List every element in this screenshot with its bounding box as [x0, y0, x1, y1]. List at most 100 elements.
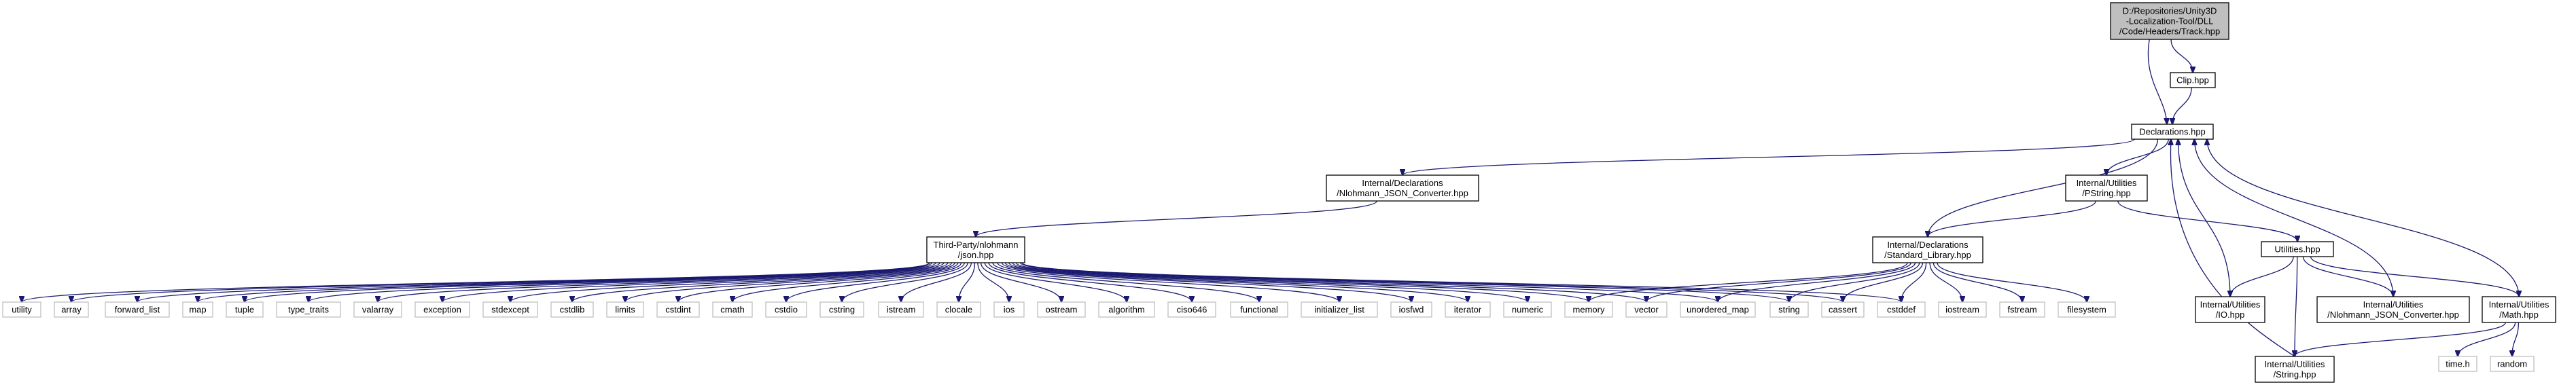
node-vector: vector: [1625, 301, 1668, 318]
edge-stdlib_decl-to-fstream: [1933, 262, 2022, 302]
node-box: [2261, 241, 2334, 257]
edge-track-to-clip: [2170, 39, 2193, 73]
node-box: [765, 301, 807, 318]
node-label: Internal/Declarations: [1887, 240, 1969, 250]
node-label: Internal/Utilities: [2077, 178, 2137, 188]
node-box: [1625, 301, 1668, 318]
edge-json-to-limits: [625, 262, 955, 302]
node-clip[interactable]: Clip.hpp: [2170, 72, 2216, 88]
edge-string_util-to-declarations: [2170, 139, 2295, 357]
node-label: cstddef: [1887, 305, 1916, 315]
node-label: cmath: [720, 305, 744, 315]
node-json[interactable]: Third-Party/nlohmann/json.hpp: [926, 236, 1025, 263]
node-nlohmann-conv-util[interactable]: Internal/Utilities/Nlohmann_JSON_Convert…: [2316, 296, 2470, 323]
node-label: Internal/Declarations: [1362, 178, 1443, 188]
node-box: [1872, 236, 1983, 263]
node-label: ciso646: [1177, 305, 1207, 315]
node-functional: functional: [1230, 301, 1288, 318]
edge-stdlib_decl-to-cassert: [1843, 262, 1924, 302]
node-stdlib-decl[interactable]: Internal/Declarations/Standard_Library.h…: [1872, 236, 1983, 263]
edge-json-to-stdexcept: [510, 262, 949, 302]
node-label: iterator: [1454, 305, 1482, 315]
node-tuple: tuple: [226, 301, 264, 318]
node-stdexcept: stdexcept: [482, 301, 538, 318]
edge-utilities-to-nlohmann_conv_util: [2302, 256, 2393, 297]
node-exception: exception: [414, 301, 470, 318]
edges: [22, 39, 2519, 356]
node-label: stdexcept: [491, 305, 529, 315]
node-label: Internal/Utilities: [2265, 359, 2325, 369]
node-iosfwd: iosfwd: [1390, 301, 1432, 318]
node-nlohmann-conv-decl[interactable]: Internal/Declarations/Nlohmann_JSON_Conv…: [1326, 174, 1479, 202]
edge-pstring-to-stdlib_decl: [1928, 200, 2096, 237]
node-track[interactable]: D:/Repositories/Unity3D-Localization-Too…: [2110, 2, 2229, 40]
node-box: [2255, 356, 2335, 383]
edge-stdlib_decl-to-unordered_map: [1718, 262, 1916, 302]
node-box: [1445, 301, 1491, 318]
edge-declarations-to-stdlib_decl: [1928, 138, 2159, 237]
node-box: [276, 301, 341, 318]
node-box: [1680, 301, 1756, 318]
edge-json-to-istream: [901, 262, 972, 302]
node-math[interactable]: Internal/Utilities/Math.hpp: [2482, 296, 2556, 323]
node-box: [1877, 301, 1926, 318]
node-box: [926, 236, 1025, 263]
node-unordered-map: unordered_map: [1680, 301, 1756, 318]
node-label: /Nlohmann_JSON_Converter.hpp: [2327, 310, 2459, 320]
edge-json-to-iosfwd: [1001, 262, 1411, 302]
node-label: initializer_list: [1314, 305, 1364, 315]
node-label: Utilities.hpp: [2274, 244, 2320, 255]
edge-json-to-functional: [992, 262, 1259, 302]
node-pstring[interactable]: Internal/Utilities/PString.hpp: [2065, 174, 2148, 202]
edge-declarations-to-pstring: [2106, 138, 2169, 175]
node-box: [2110, 2, 2229, 40]
node-label: filesystem: [2067, 305, 2106, 315]
node-label: cstdlib: [560, 305, 585, 315]
edge-io-to-declarations: [2178, 139, 2231, 297]
node-label: time.h: [2446, 359, 2469, 369]
node-box: [1230, 301, 1288, 318]
node-declarations[interactable]: Declarations.hpp: [2131, 124, 2214, 140]
node-box: [1326, 174, 1479, 202]
node-label: limits: [615, 305, 635, 315]
node-label: Internal/Utilities: [2489, 299, 2549, 310]
node-label: ostream: [1046, 305, 1078, 315]
node-iostream: iostream: [1938, 301, 1987, 318]
node-box: [2, 301, 41, 318]
node-box: [54, 301, 89, 318]
node-box: [2065, 174, 2148, 202]
node-cstdio: cstdio: [765, 301, 807, 318]
node-label: fstream: [2007, 305, 2036, 315]
edge-json-to-string: [1021, 262, 1789, 302]
node-box: [1301, 301, 1378, 318]
node-label: iostream: [1945, 305, 1979, 315]
node-label: exception: [423, 305, 461, 315]
node-label: -Localization-Tool/DLL: [2126, 16, 2214, 26]
node-label: Third-Party/nlohmann: [934, 240, 1019, 250]
node-box: [1037, 301, 1086, 318]
edge-stdlib_decl-to-iostream: [1929, 262, 1962, 302]
node-label: /json.hpp: [958, 250, 994, 260]
node-box: [353, 301, 402, 318]
node-clocale: clocale: [936, 301, 981, 318]
node-box: [1390, 301, 1432, 318]
edge-stdlib_decl-to-filesystem: [1937, 262, 2087, 302]
node-ios: ios: [993, 301, 1025, 318]
edge-json-to-type_traits: [308, 262, 936, 302]
edge-json-to-tuple: [245, 262, 933, 302]
node-utilities[interactable]: Utilities.hpp: [2261, 241, 2334, 257]
node-io[interactable]: Internal/Utilities/IO.hpp: [2195, 296, 2265, 323]
node-label: /Math.hpp: [2499, 310, 2539, 320]
edge-json-to-memory: [1012, 262, 1589, 302]
node-box: [2131, 124, 2214, 140]
node-ostream: ostream: [1037, 301, 1086, 318]
node-label: memory: [1573, 305, 1605, 315]
node-algorithm: algorithm: [1098, 301, 1155, 318]
node-label: functional: [1240, 305, 1278, 315]
node-label: cstdio: [775, 305, 798, 315]
node-label: Internal/Utilities: [2200, 299, 2261, 310]
node-string-util[interactable]: Internal/Utilities/String.hpp: [2255, 356, 2335, 383]
node-label: valarray: [362, 305, 394, 315]
edge-json-to-cstdlib: [572, 262, 953, 302]
node-box: [182, 301, 213, 318]
